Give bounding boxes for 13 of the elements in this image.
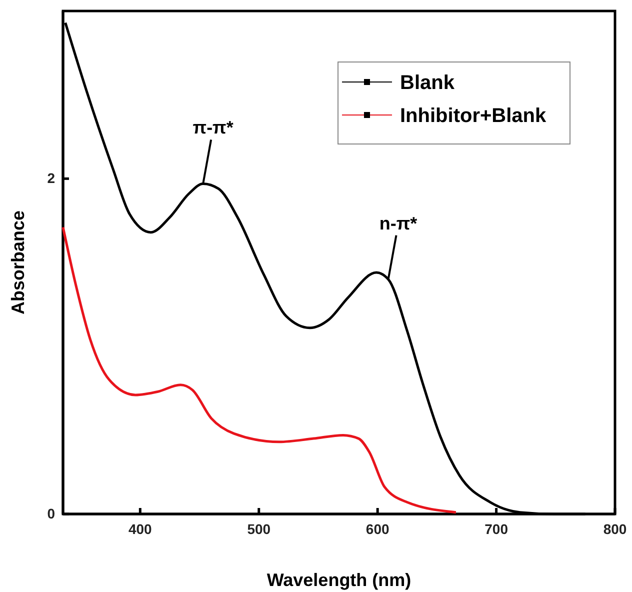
x-tick-label: 500 <box>247 520 271 537</box>
y-axis-title: Absorbance <box>8 210 28 315</box>
x-tick-label: 400 <box>128 520 152 537</box>
x-axis-title: Wavelength (nm) <box>266 570 412 590</box>
annotation: n-π* <box>379 213 418 234</box>
x-tick-label: 600 <box>366 520 390 537</box>
y-tick-label: 0 <box>47 505 56 522</box>
legend-label: Inhibitor+Blank <box>400 105 547 127</box>
x-tick-label: 800 <box>603 520 627 537</box>
annotation: π-π* <box>192 118 234 138</box>
x-tick-label: 700 <box>484 520 508 537</box>
legend-label: Blank <box>400 72 456 94</box>
y-tick-label: 2 <box>47 170 56 186</box>
